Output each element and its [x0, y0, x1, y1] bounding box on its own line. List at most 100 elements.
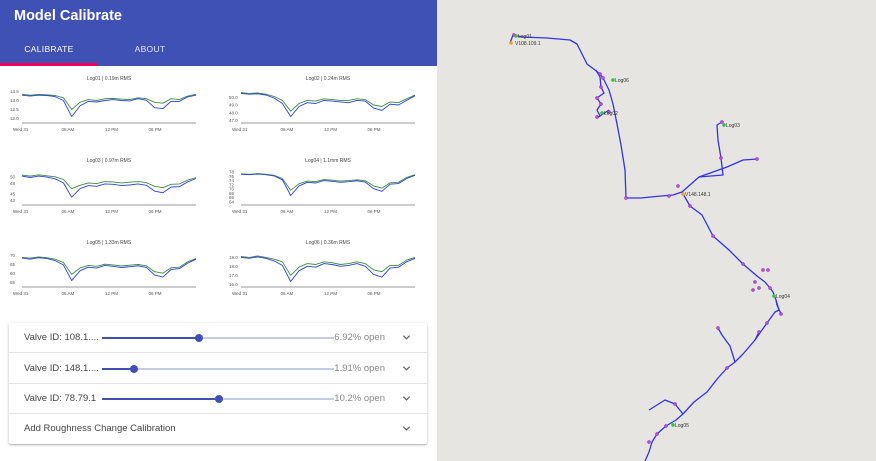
valve-label: Valve ID: 78.79.1: [24, 393, 97, 404]
series-line-1: [240, 173, 416, 191]
y-tick-label: 17.0: [229, 273, 238, 278]
slider-thumb[interactable]: [215, 395, 224, 403]
logger-nodes: [509, 34, 776, 427]
network-map[interactable]: Log01 V108.109.1 Log06 Log02 Log03 V148.…: [437, 0, 876, 461]
slider-fill: [102, 337, 200, 339]
slider-fill: [102, 398, 220, 400]
y-tick-label: 13.0: [10, 98, 19, 103]
pipe-network[interactable]: Log01 V108.109.1 Log06 Log02 Log03 V148.…: [437, 0, 876, 461]
y-tick-label: 72: [229, 182, 235, 187]
chart-title: Log01 | 0.19m RMS: [87, 76, 132, 82]
y-tick-label: 16.0: [229, 282, 238, 287]
valve-panel-1[interactable]: Valve ID: 108.1.... 6.92% open: [9, 323, 427, 353]
y-tick-label: 66: [229, 195, 235, 200]
map-label-log03: Log03: [726, 123, 740, 129]
logger-icon[interactable]: [671, 423, 675, 427]
x-tick-label: 06 PM: [149, 209, 162, 214]
active-tab-indicator: [0, 63, 98, 66]
x-tick-label: 06 AM: [62, 209, 75, 214]
y-tick-label: 19.0: [229, 255, 238, 260]
chevron-down-icon[interactable]: [402, 364, 411, 373]
valve-slider[interactable]: [102, 365, 334, 373]
app-title: Model Calibrate: [14, 8, 122, 24]
chart-title: Log02 | 0.24m RMS: [306, 76, 351, 82]
x-tick-label: 12 PM: [105, 127, 118, 132]
valve-slider[interactable]: [102, 334, 334, 342]
x-tick-label: 06 AM: [281, 291, 294, 296]
map-label-log02: Log02: [604, 111, 618, 117]
roughness-panel[interactable]: Add Roughness Change Calibration: [9, 414, 427, 444]
map-label-log05: Log05: [675, 423, 689, 429]
logger-icon[interactable]: [722, 123, 726, 127]
y-tick-label: 50.0: [229, 95, 238, 100]
series-line-2: [21, 94, 197, 118]
y-tick-label: 13.5: [10, 89, 19, 94]
chart-svg: Log05 | 1.33m RMS 70 65 60 55 Wed 31 06 AM 12 P…: [10, 240, 197, 296]
logger-icon[interactable]: [514, 34, 518, 38]
x-tick-label: 06 PM: [368, 127, 381, 132]
x-tick-label: Wed 31: [232, 209, 248, 214]
y-tick-label: 48: [10, 181, 16, 186]
valve-panel-3[interactable]: Valve ID: 78.79.1 10.2% open: [9, 384, 427, 414]
calibrate-panel: Model Calibrate CALIBRATE ABOUT Log01 | …: [0, 0, 437, 461]
x-tick-label: 12 PM: [105, 209, 118, 214]
chevron-down-icon[interactable]: [402, 424, 411, 433]
x-tick-label: Wed 31: [13, 127, 29, 132]
series-line-1: [21, 174, 197, 190]
x-tick-label: 06 AM: [62, 127, 75, 132]
chart-title: Log04 | 1.1mm RMS: [305, 158, 351, 164]
y-tick-label: 76: [229, 174, 235, 179]
series-line-1: [240, 255, 416, 276]
chart-log05: Log05 | 1.33m RMS 70 65 60 55 Wed 31 06 AM 12 P…: [9, 238, 201, 316]
x-tick-label: 06 PM: [149, 291, 162, 296]
y-tick-label: 12.5: [10, 107, 19, 112]
chart-log02: Log02 | 0.24m RMS 50.0 49.0 48.0 47.0 Wed 31 0…: [228, 74, 420, 152]
map-label-v148: V148.148.1: [685, 192, 711, 198]
map-label-log01: Log01: [518, 34, 532, 40]
chart-svg: Log02 | 0.24m RMS 50.0 49.0 48.0 47.0 Wed 31 0…: [229, 76, 416, 132]
series-line-2: [240, 256, 416, 282]
logger-icon[interactable]: [772, 294, 776, 298]
valve-open-value: 10.2% open: [334, 393, 385, 404]
valve-icon[interactable]: [509, 41, 513, 45]
valve-panel-2[interactable]: Valve ID: 148.1.... 1.91% open: [9, 354, 427, 384]
series-line-1: [21, 93, 197, 110]
x-tick-label: 12 PM: [324, 127, 337, 132]
tab-about[interactable]: ABOUT: [134, 44, 166, 54]
chart-log03: Log03 | 0.97m RMS 50 48 45 43 Wed 31 06 AM 12 P…: [9, 156, 201, 234]
chevron-down-icon[interactable]: [402, 333, 411, 342]
slider-thumb[interactable]: [130, 365, 139, 373]
valve-icon[interactable]: [681, 192, 685, 196]
y-tick-label: 65: [10, 262, 16, 267]
x-tick-label: 06 PM: [149, 127, 162, 132]
chart-svg: Log03 | 0.97m RMS 50 48 45 43 Wed 31 06 AM 12 P…: [10, 158, 197, 214]
x-tick-label: 12 PM: [324, 209, 337, 214]
pipes: [509, 34, 782, 461]
x-tick-label: Wed 31: [232, 291, 248, 296]
chart-title: Log06 | 0.36m RMS: [306, 240, 351, 246]
y-tick-label: 18.0: [229, 264, 238, 269]
y-tick-label: 64: [229, 199, 235, 204]
chart-log04: Log04 | 1.1mm RMS 78 76 74 72 70 68 66 64 Wed 31 0…: [228, 156, 420, 234]
valve-open-value: 1.91% open: [334, 363, 385, 374]
y-tick-label: 47.0: [229, 118, 238, 123]
valve-slider[interactable]: [102, 395, 334, 403]
chevron-down-icon[interactable]: [402, 394, 411, 403]
x-tick-label: 06 PM: [368, 209, 381, 214]
series-line-2: [240, 173, 416, 196]
node-labels: Log01 V108.109.1 Log06 Log02 Log03 V148.…: [515, 34, 790, 429]
y-tick-label: 45: [10, 191, 16, 196]
y-tick-label: 60: [10, 271, 16, 276]
logger-icon[interactable]: [611, 78, 615, 82]
slider-thumb[interactable]: [195, 334, 204, 342]
series-line-2: [21, 175, 197, 198]
y-tick-label: 68: [229, 191, 235, 196]
x-tick-label: Wed 31: [232, 127, 248, 132]
series-line-1: [21, 256, 197, 275]
logger-icon[interactable]: [600, 111, 604, 115]
y-tick-label: 78: [229, 170, 235, 175]
junction-nodes: [512, 33, 783, 444]
x-tick-label: 06 AM: [281, 209, 294, 214]
tab-calibrate[interactable]: CALIBRATE: [24, 44, 74, 54]
